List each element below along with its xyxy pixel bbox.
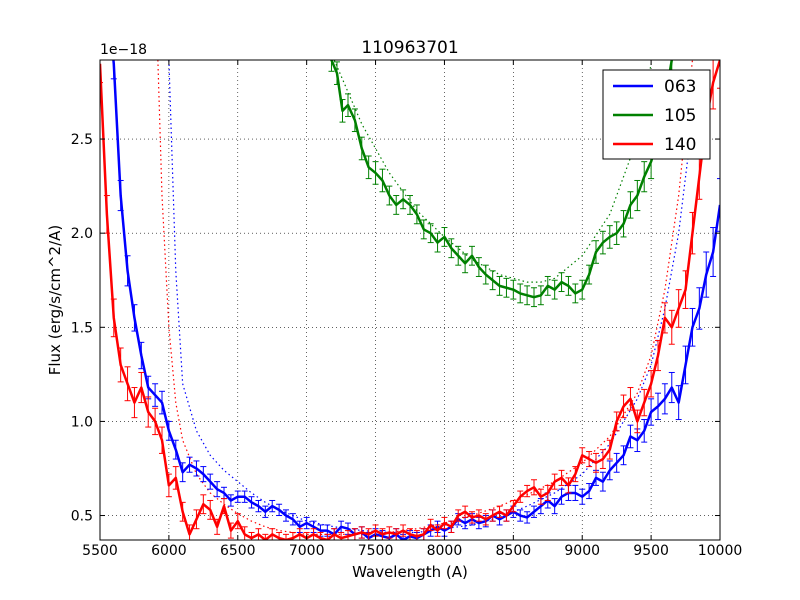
axis-ticks: 5500 6000 6500 7000 7500 8000 8500 9000 9500 1000… [71, 60, 743, 559]
x-tick-label: 8000 [427, 543, 463, 559]
x-tick-label: 7500 [358, 543, 394, 559]
x-tick-label: 7000 [289, 543, 325, 559]
y-axis-label: Flux (erg/s/cm^2/A) [46, 225, 64, 376]
error-bar [717, 178, 720, 232]
x-tick-label: 9500 [633, 543, 669, 559]
x-axis-label: Wavelength (A) [352, 563, 468, 581]
x-tick-label: 6500 [220, 543, 256, 559]
y-tick-label: 0.5 [71, 509, 93, 525]
y-tick-label: 2.0 [71, 226, 93, 242]
error-bar [283, 533, 289, 540]
error-bar [324, 533, 331, 540]
y-offset-text: 1e−18 [100, 42, 147, 58]
legend-entry-105: 105 [613, 106, 696, 126]
legend-entry-140: 140 [613, 135, 696, 155]
x-tick-label: 6000 [151, 543, 187, 559]
series-line-105 [330, 60, 674, 299]
plot-frame [99, 59, 721, 541]
chart-title: 110963701 [361, 38, 458, 58]
x-tick-label: 10000 [698, 543, 743, 559]
legend-label: 140 [664, 135, 696, 155]
y-tick-label: 1.0 [71, 414, 93, 430]
y-tick-label: 1.5 [71, 320, 93, 336]
legend-label: 105 [664, 106, 696, 126]
x-tick-label: 5500 [82, 543, 118, 559]
legend: 063 105 140 [602, 69, 711, 160]
x-tick-label: 8500 [496, 543, 532, 559]
y-tick-label: 2.5 [71, 132, 93, 148]
error-bar [717, 60, 720, 89]
series-line-140 [100, 60, 720, 540]
legend-entry-063: 063 [613, 77, 696, 97]
series-140 [100, 60, 720, 540]
series-line-063 [112, 60, 720, 540]
legend-label: 063 [664, 77, 696, 97]
x-tick-label: 9000 [564, 543, 600, 559]
error-bar [262, 533, 269, 540]
